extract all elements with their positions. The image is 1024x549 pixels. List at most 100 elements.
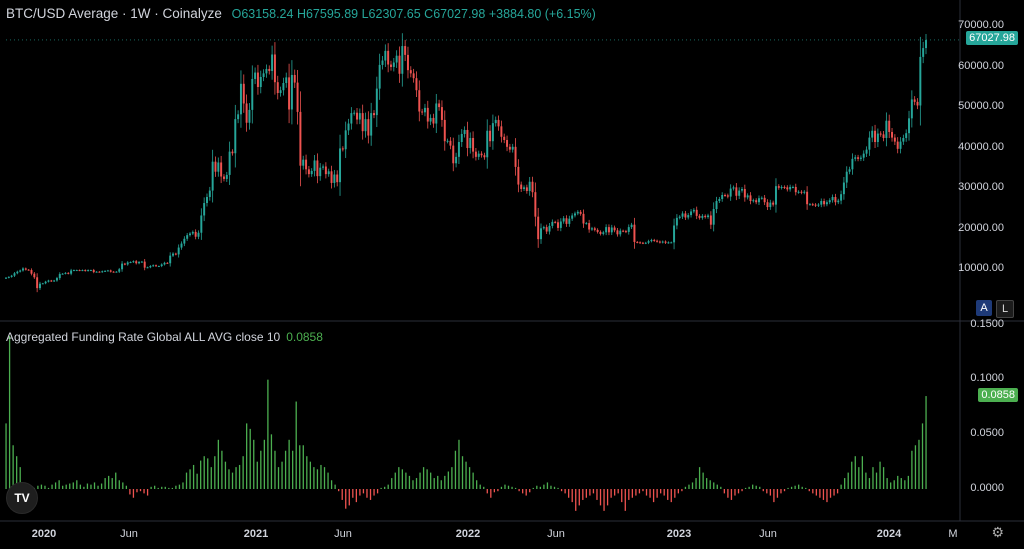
candle-body (375, 88, 378, 116)
candle-body (341, 148, 344, 150)
x-tick-label: 2024 (876, 528, 902, 540)
funding-bar (596, 489, 598, 500)
candle-body (220, 162, 223, 177)
funding-bar (306, 456, 308, 489)
funding-bar (911, 450, 913, 489)
candle-body (780, 186, 783, 188)
funding-bar (493, 489, 496, 493)
funding-bar (674, 489, 676, 498)
funding-bar (631, 489, 634, 498)
funding-bar (168, 487, 170, 489)
candle-body (755, 200, 758, 203)
candle-body (695, 209, 698, 216)
funding-bar (656, 489, 658, 498)
candle-body (177, 247, 180, 255)
candle-body (698, 215, 701, 218)
candle-body (313, 160, 316, 171)
funding-bar (263, 439, 266, 489)
candle-body (200, 215, 203, 233)
funding-bar (529, 489, 531, 493)
funding-bar (667, 489, 669, 500)
candle-body (658, 241, 661, 243)
funding-bar (752, 484, 754, 489)
candle-body (506, 139, 509, 147)
candle-body (203, 203, 206, 216)
symbol-title[interactable]: BTC/USD Average · 1W · Coinalyze (6, 6, 222, 21)
funding-bar (858, 467, 860, 489)
ohlc-values: O63158.24 H67595.89 L62307.65 C67027.98 … (231, 7, 596, 21)
log-scale-button[interactable]: L (996, 300, 1014, 318)
funding-bar (638, 489, 641, 494)
funding-bar (776, 489, 779, 498)
funding-bar (214, 456, 216, 489)
candle-body (205, 197, 208, 204)
candle-body (588, 223, 591, 230)
high-value: 67595.89 (305, 7, 359, 21)
candle-body (913, 99, 916, 102)
funding-bar (415, 478, 418, 489)
candle-body (293, 74, 296, 83)
auto-scale-button[interactable]: A (976, 300, 992, 316)
last-price-label: 67027.98 (966, 31, 1018, 45)
funding-bar (228, 469, 230, 489)
funding-bar (844, 478, 846, 489)
funding-bar (5, 423, 7, 489)
candle-body (718, 199, 721, 202)
candle-body (78, 270, 81, 272)
tradingview-logo[interactable]: TV (6, 482, 38, 514)
candle-body (92, 270, 95, 273)
candle-body (115, 271, 118, 273)
candle-body (7, 276, 10, 278)
funding-bar (129, 489, 131, 495)
funding-bar (727, 489, 729, 498)
candle-body (715, 201, 718, 210)
settings-gear-icon[interactable]: ⚙ (991, 524, 1004, 540)
candle-body (435, 103, 438, 124)
funding-bar (348, 489, 350, 506)
x-tick-label: Jun (120, 528, 138, 540)
candle-body (865, 149, 868, 154)
candle-body (191, 231, 194, 234)
candle-body (384, 50, 387, 61)
funding-bar (136, 489, 138, 493)
funding-bar (628, 489, 630, 500)
funding-bar (914, 445, 917, 489)
funding-bar (553, 486, 556, 489)
candle-body (882, 134, 885, 138)
candle-body (364, 119, 367, 132)
candle-body (166, 262, 169, 264)
candle-body (13, 273, 16, 276)
candle-body (288, 77, 291, 110)
funding-bar (90, 484, 92, 489)
funding-bar (192, 464, 195, 489)
candle-body (896, 141, 899, 149)
candle-body (766, 202, 769, 208)
candle-body (143, 261, 146, 268)
candle-body (741, 188, 743, 191)
candle-body (449, 140, 452, 146)
candle-body (305, 159, 308, 170)
funding-bar (302, 445, 304, 489)
candle-body (540, 228, 543, 240)
candle-body (429, 117, 432, 122)
funding-bar (536, 485, 538, 489)
candle-body (857, 157, 860, 159)
candle-body (687, 215, 690, 218)
open-value: 63158.24 (241, 7, 294, 21)
indicator-title[interactable]: Aggregated Funding Rate Global ALL AVG c… (6, 330, 281, 344)
candle-body (888, 120, 891, 132)
funding-bar (723, 489, 726, 494)
funding-bar (362, 489, 365, 494)
candle-body (803, 191, 806, 193)
funding-bar (37, 485, 39, 489)
candle-body (885, 120, 888, 138)
candle-body (811, 204, 814, 206)
funding-bar (564, 489, 566, 494)
funding-bar (539, 486, 542, 489)
candle-body (265, 68, 268, 74)
funding-bar (882, 467, 885, 489)
funding-bar (610, 489, 612, 498)
candle-body (327, 171, 330, 175)
